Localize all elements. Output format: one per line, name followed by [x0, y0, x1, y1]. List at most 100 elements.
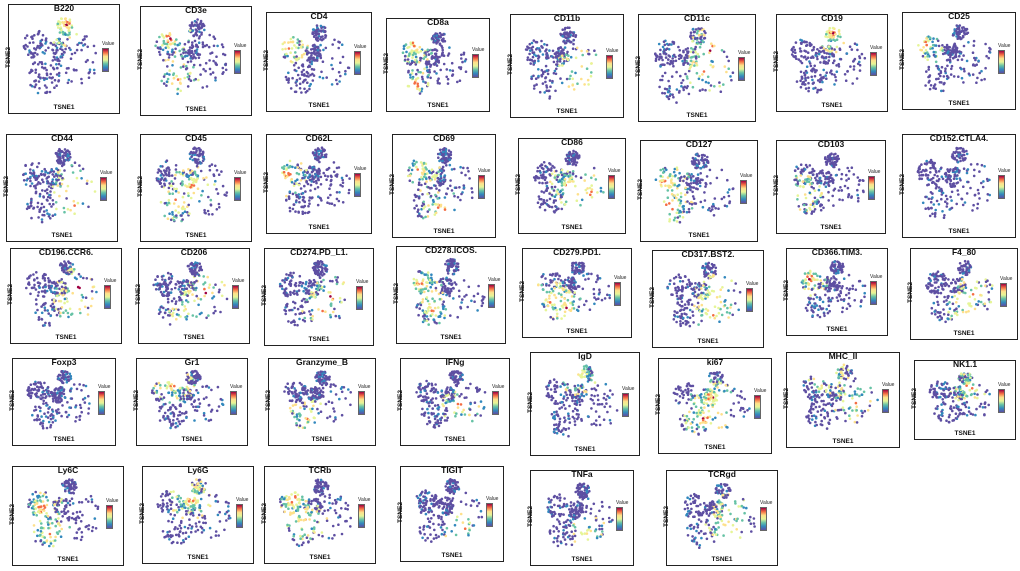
cell-point	[548, 162, 551, 165]
cell-point	[201, 43, 205, 46]
cell-point	[799, 38, 802, 42]
cell-point	[208, 164, 211, 168]
cell-point	[340, 176, 344, 180]
cell-point	[159, 310, 162, 314]
cell-point	[550, 172, 554, 176]
cell-point	[856, 62, 860, 66]
cell-point	[42, 196, 45, 199]
cell-point	[70, 270, 73, 274]
cell-point	[583, 179, 586, 182]
cell-point	[186, 264, 190, 268]
cell-point	[300, 91, 303, 94]
cell-point	[315, 28, 318, 32]
panel-cd152-ctla4: CD152.CTLA4. TSNE1 TSNE2 Value	[899, 133, 1016, 238]
cell-point	[540, 68, 544, 72]
cell-point	[223, 283, 226, 287]
cell-point	[63, 159, 66, 163]
cell-point	[186, 54, 189, 58]
cell-point	[701, 40, 705, 43]
cell-point	[440, 157, 444, 161]
cell-point	[574, 150, 577, 154]
cell-point	[925, 162, 929, 165]
cell-point	[810, 212, 813, 215]
cell-point	[312, 52, 316, 55]
cell-point	[310, 196, 313, 200]
cell-point	[437, 156, 440, 159]
cell-point	[75, 48, 79, 52]
cell-point	[663, 71, 667, 75]
cell-point	[308, 202, 311, 205]
cell-point	[858, 178, 862, 182]
cell-point	[66, 184, 70, 188]
cell-point	[330, 202, 334, 205]
cell-point	[973, 56, 976, 60]
cell-point	[289, 60, 293, 63]
cell-point	[431, 48, 434, 52]
cell-point	[980, 69, 983, 73]
cell-point	[802, 185, 805, 189]
cell-point	[434, 193, 437, 197]
cell-point	[460, 171, 463, 175]
cell-point	[165, 167, 169, 170]
legend-color-bar	[354, 173, 361, 197]
cell-point	[932, 37, 935, 40]
cell-point	[212, 59, 215, 63]
cell-point	[560, 184, 564, 187]
cell-point	[420, 75, 424, 79]
cell-point	[161, 316, 165, 319]
cell-point	[47, 284, 51, 288]
cell-point	[821, 49, 825, 53]
cell-point	[412, 44, 416, 48]
cell-point	[434, 60, 438, 63]
cell-point	[975, 56, 978, 60]
cell-point	[676, 184, 679, 188]
cell-point	[816, 79, 820, 82]
cell-point	[44, 49, 47, 52]
cell-point	[712, 214, 716, 217]
cell-point	[70, 26, 74, 29]
cell-point	[675, 88, 679, 91]
cell-point	[24, 172, 27, 175]
cell-point	[935, 77, 938, 81]
cell-point	[825, 32, 828, 36]
cell-point	[402, 44, 406, 48]
cell-point	[799, 174, 803, 177]
cell-point	[303, 74, 306, 77]
cell-point	[195, 147, 198, 151]
cell-point	[300, 54, 304, 57]
cell-point	[449, 184, 452, 188]
cell-point	[308, 87, 311, 91]
cell-point	[56, 58, 60, 61]
cell-point	[295, 55, 298, 58]
cell-point	[163, 42, 167, 46]
cell-point	[59, 314, 62, 318]
cell-point	[182, 288, 185, 292]
cell-point	[286, 175, 289, 178]
cell-point	[73, 161, 77, 164]
cell-point	[957, 193, 960, 196]
cell-point	[181, 300, 184, 304]
cell-point	[695, 63, 699, 67]
cell-point	[406, 174, 410, 178]
cell-point	[182, 63, 186, 66]
cell-point	[320, 70, 323, 74]
cell-point	[341, 178, 344, 182]
cell-point	[156, 171, 160, 174]
cell-point	[162, 174, 165, 177]
cell-point	[434, 203, 438, 206]
cell-point	[668, 220, 671, 223]
cell-point	[667, 186, 671, 189]
cell-point	[799, 185, 802, 188]
cell-point	[59, 26, 63, 29]
cell-point	[316, 266, 320, 269]
cell-point	[181, 207, 184, 211]
cell-point	[80, 48, 83, 52]
cell-point	[447, 149, 451, 152]
cell-point	[824, 61, 828, 64]
color-legend: Value	[234, 170, 246, 201]
cell-point	[824, 185, 828, 188]
cell-point	[34, 186, 37, 190]
cell-point	[182, 51, 185, 55]
cell-point	[41, 213, 44, 217]
cell-point	[552, 201, 556, 204]
